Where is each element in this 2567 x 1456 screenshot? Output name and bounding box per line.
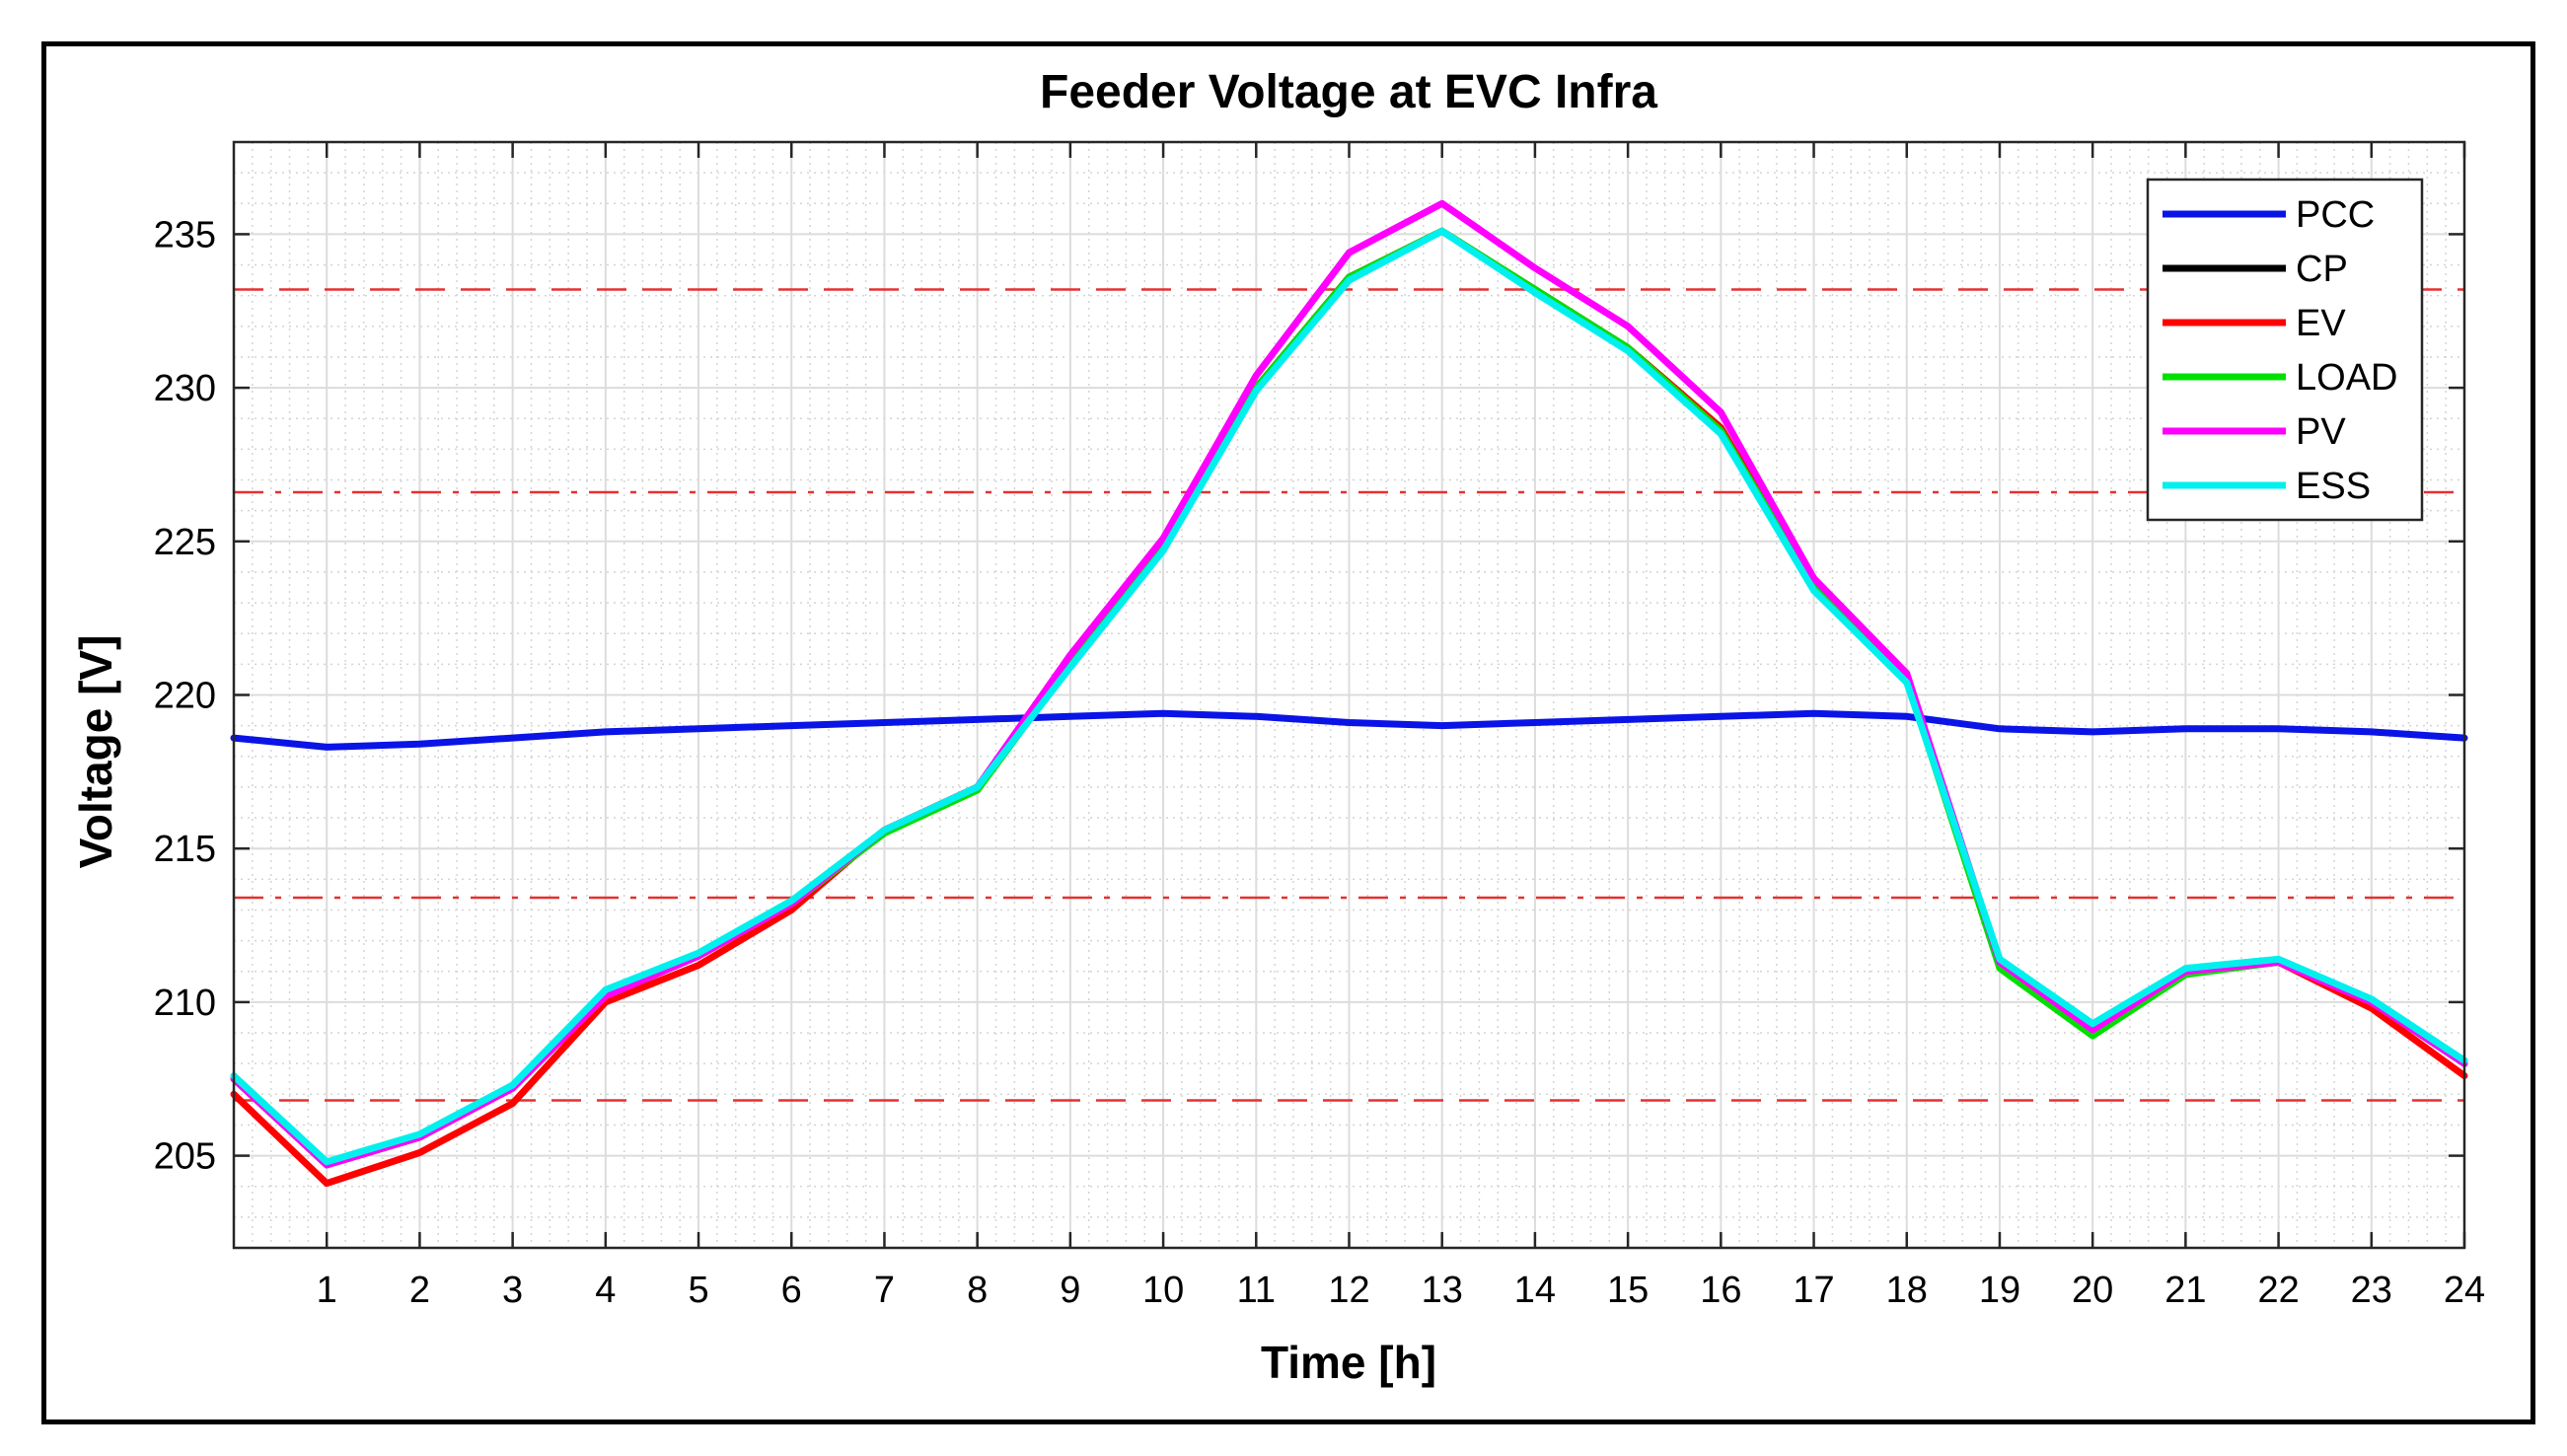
- x-tick-label: 11: [1237, 1270, 1276, 1311]
- legend: PCC CP EV LOAD PV ESS: [2146, 178, 2424, 522]
- legend-label-ev: EV: [2296, 303, 2346, 344]
- x-tick-label: 4: [595, 1270, 616, 1311]
- x-tick-label: 6: [781, 1270, 802, 1311]
- y-tick-label: 215: [154, 829, 216, 870]
- y-tick-label: 230: [154, 368, 216, 409]
- series-line-pcc: [230, 709, 2468, 751]
- y-tick-label: 220: [154, 676, 216, 717]
- plot-area: 1 2 3 4 5 6 7 8 9 10 11 12 13 14 15 16 17 18 19 20 21 22 23 242…: [154, 140, 2485, 1311]
- x-axis-label: Time [h]: [1261, 1337, 1436, 1388]
- x-tick-label: 18: [1886, 1270, 1928, 1311]
- voltage-chart: Feeder Voltage at EVC Infra Time [h] Vol…: [70, 66, 2485, 1388]
- series-line-ess: [230, 227, 2468, 1166]
- legend-label-pcc: PCC: [2296, 194, 2375, 236]
- x-tick-label: 14: [1514, 1270, 1556, 1311]
- legend-label-ess: ESS: [2296, 466, 2371, 507]
- x-tick-label: 7: [874, 1270, 895, 1311]
- x-tick-label: 15: [1607, 1270, 1649, 1311]
- x-tick-label: 22: [2257, 1270, 2299, 1311]
- legend-label-load: LOAD: [2296, 357, 2397, 399]
- x-tick-label: 19: [1979, 1270, 2020, 1311]
- x-tick-label: 21: [2164, 1270, 2206, 1311]
- x-tick-label: 23: [2351, 1270, 2392, 1311]
- x-tick-label: 13: [1422, 1270, 1463, 1311]
- legend-label-cp: CP: [2296, 249, 2348, 290]
- x-tick-label: 12: [1328, 1270, 1369, 1311]
- x-tick-label: 9: [1060, 1270, 1080, 1311]
- x-tick-label: 17: [1793, 1270, 1834, 1311]
- x-tick-label: 16: [1700, 1270, 1741, 1311]
- chart-title: Feeder Voltage at EVC Infra: [1040, 66, 1657, 118]
- x-tick-label: 2: [409, 1270, 430, 1311]
- x-tick-label: 3: [502, 1270, 523, 1311]
- series-line-pv: [230, 199, 2468, 1169]
- y-tick-label: 235: [154, 214, 216, 255]
- y-tick-label: 225: [154, 522, 216, 563]
- y-axis-label: Voltage [V]: [70, 635, 121, 869]
- legend-label-pv: PV: [2296, 411, 2346, 453]
- figure-frame: Feeder Voltage at EVC Infra Time [h] Vol…: [41, 41, 2535, 1424]
- x-tick-label: 24: [2444, 1270, 2485, 1311]
- x-tick-label: 8: [967, 1270, 988, 1311]
- legend-box: [2146, 178, 2424, 522]
- x-tick-label: 10: [1142, 1270, 1184, 1311]
- x-tick-label: 20: [2072, 1270, 2113, 1311]
- x-tick-label: 1: [317, 1270, 337, 1311]
- y-tick-label: 210: [154, 983, 216, 1024]
- x-tick-label: 5: [688, 1270, 708, 1311]
- y-tick-label: 205: [154, 1136, 216, 1178]
